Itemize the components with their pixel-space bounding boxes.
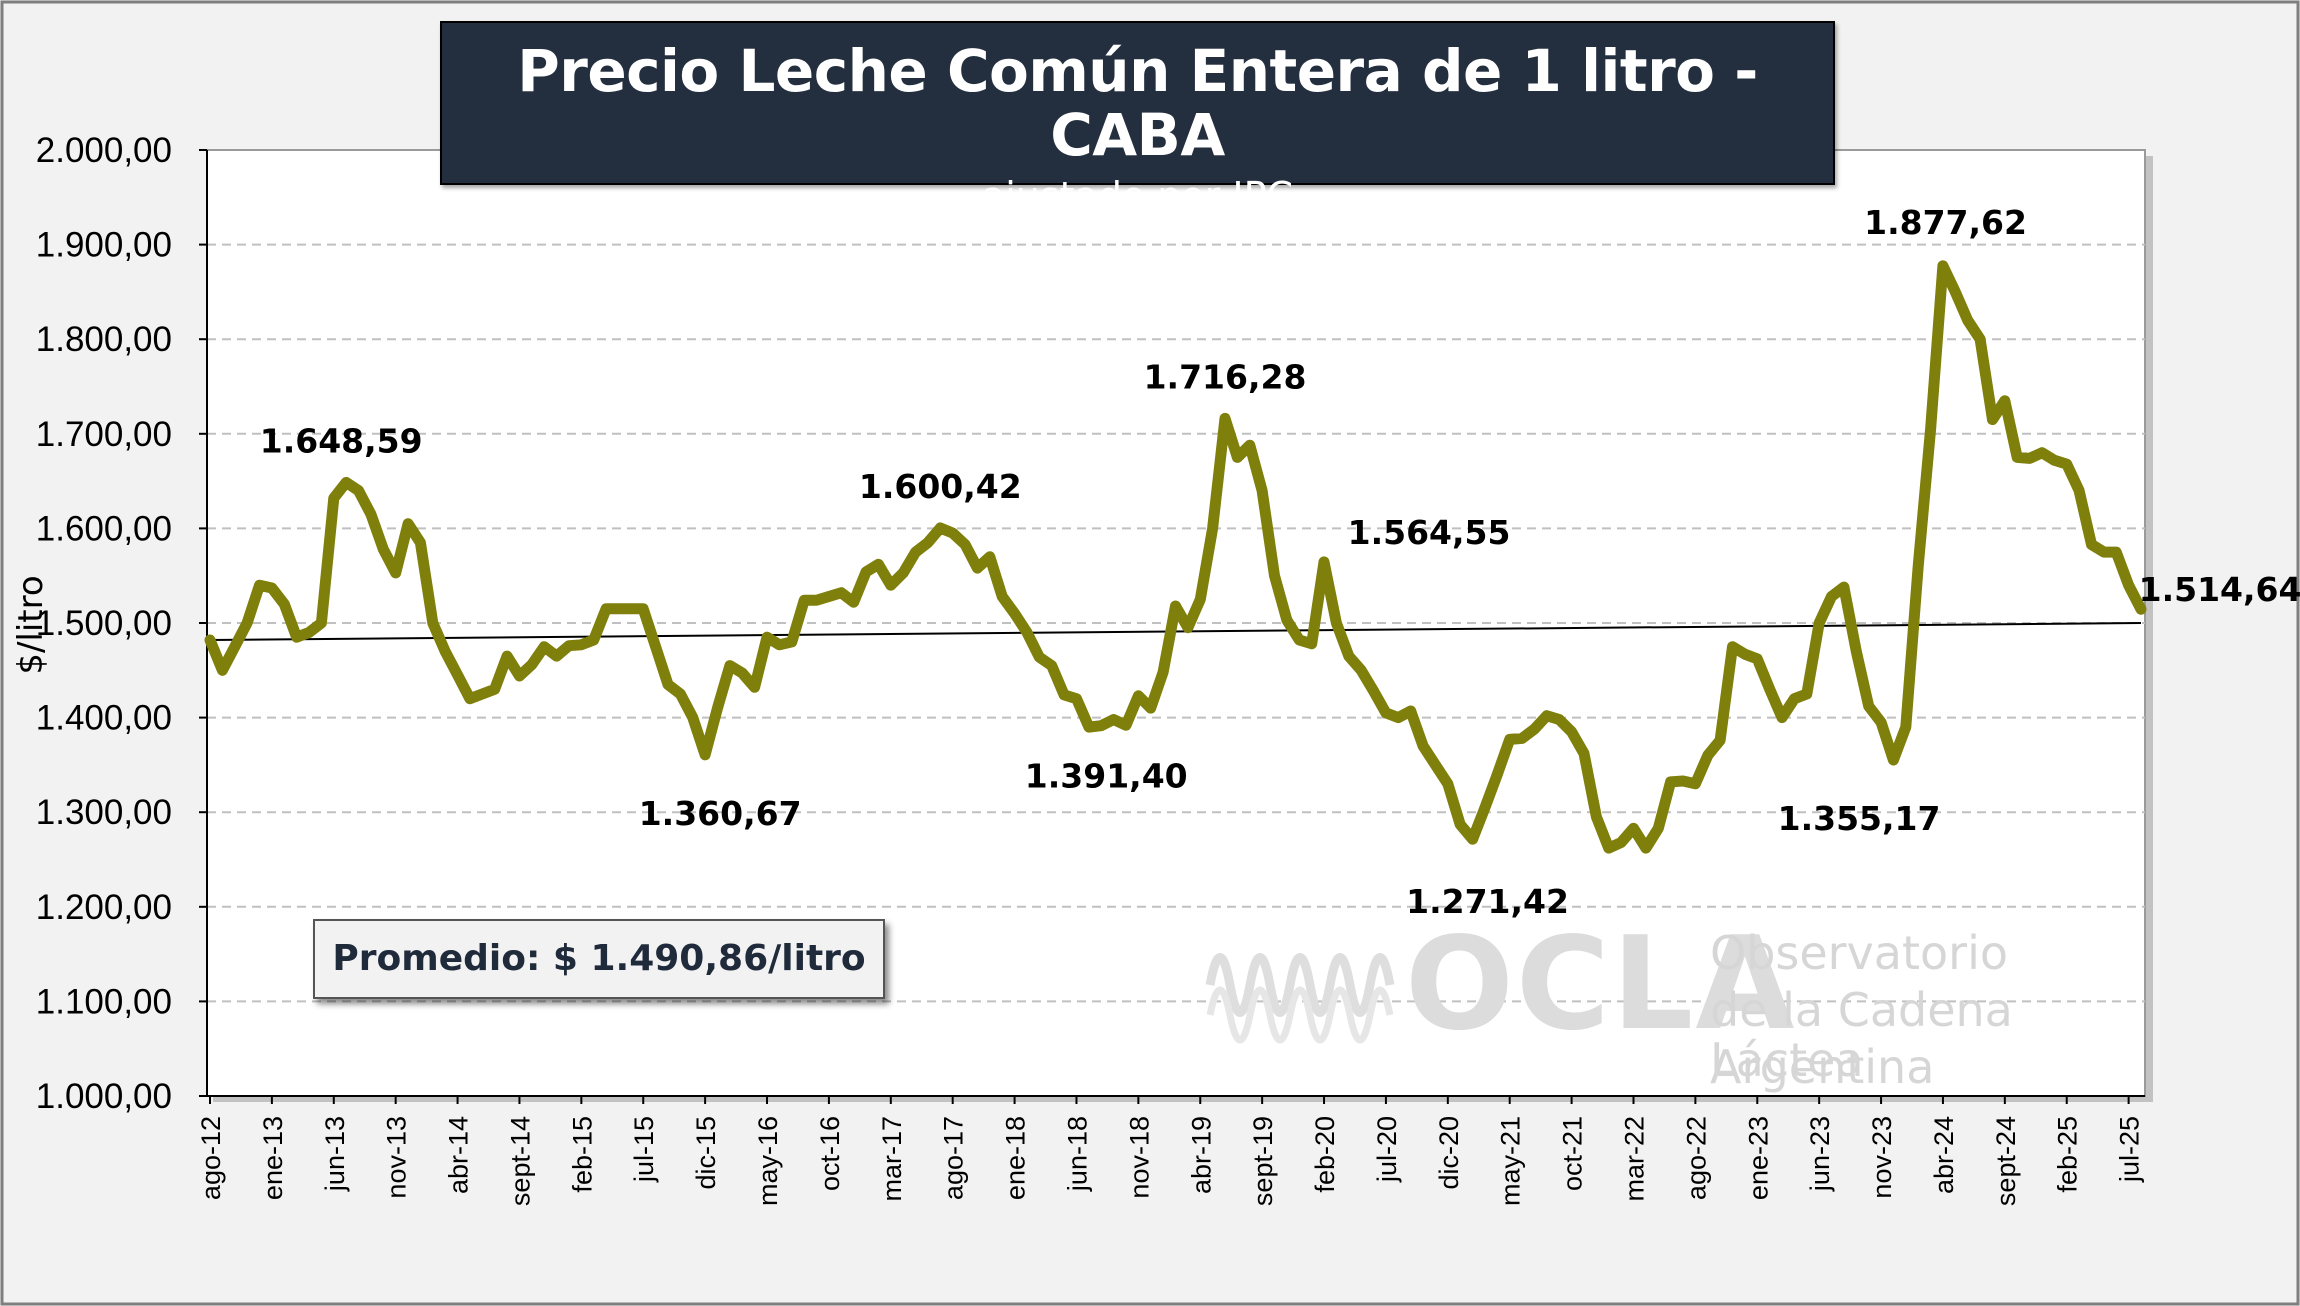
- x-tick-label: feb-20: [1310, 1116, 1340, 1193]
- x-tick-label: jul-20: [1372, 1116, 1402, 1183]
- data-label: 1.564,55: [1348, 513, 1511, 552]
- x-tick-label: mar-22: [1619, 1116, 1649, 1202]
- data-label: 1.271,42: [1406, 882, 1569, 921]
- y-tick-label: 1.800,00: [36, 320, 172, 359]
- y-tick-label: 1.400,00: [36, 699, 172, 738]
- x-tick-label: feb-25: [2053, 1116, 2083, 1193]
- y-tick-label: 1.100,00: [36, 982, 172, 1021]
- x-tick-label: oct-21: [1558, 1116, 1588, 1191]
- title-box: Precio Leche Común Entera de 1 litro - C…: [440, 21, 1835, 218]
- data-label: 1.877,62: [1864, 203, 2027, 242]
- x-tick-label: nov-18: [1124, 1116, 1154, 1199]
- y-axis: 1.000,00 1.100,00 1.200,00 1.300,00 1.400,00…: [36, 131, 208, 1116]
- watermark-line-2: de la Cadena Láctea: [1710, 983, 2013, 1087]
- ocla-watermark: OCLA Observatorio de la Cadena Láctea Ar…: [1205, 915, 2125, 1095]
- x-tick-label: feb-15: [567, 1116, 597, 1193]
- watermark-line-1: Observatorio: [1710, 926, 2009, 980]
- annotations: 1.648,59 1.360,67 1.600,42 1.391,40 1.716,28…: [260, 203, 2300, 921]
- y-tick-label: 1.900,00: [36, 226, 172, 265]
- y-tick-label: 1.300,00: [36, 793, 172, 832]
- y-tick-label: 2.000,00: [36, 131, 172, 170]
- x-tick-label: sept-14: [505, 1116, 535, 1206]
- x-tick-label: abr-14: [444, 1116, 474, 1194]
- x-tick-label: ene-18: [1001, 1116, 1031, 1200]
- data-label: 1.648,59: [260, 421, 423, 460]
- y-tick-label: 1.600,00: [36, 509, 172, 548]
- data-label: 1.355,17: [1778, 799, 1941, 838]
- x-tick-label: ago-17: [939, 1116, 969, 1200]
- y-tick-label: 1.000,00: [36, 1077, 172, 1116]
- x-tick-label: nov-13: [382, 1116, 412, 1199]
- watermark-brand: OCLA: [1405, 910, 1797, 1059]
- series-line: [204, 260, 2147, 854]
- x-tick-label: jun-18: [1062, 1116, 1092, 1192]
- chart-title: Precio Leche Común Entera de 1 litro - C…: [517, 37, 1758, 169]
- y-axis-label: $/litro: [11, 575, 51, 674]
- data-label: 1.600,42: [859, 467, 1022, 506]
- data-label: 1.514,64: [2139, 570, 2300, 609]
- watermark-line-3: Argentina: [1710, 1040, 1935, 1094]
- x-tick-label: dic-15: [691, 1116, 721, 1190]
- average-box: Promedio: $ 1.490,86/litro: [313, 919, 885, 999]
- x-tick-label: jun-13: [320, 1116, 350, 1192]
- ocla-logo-icon: [1205, 953, 1395, 1044]
- x-tick-label: mar-17: [877, 1116, 907, 1202]
- x-tick-label: sept-19: [1248, 1116, 1278, 1206]
- x-tick-label: ago-22: [1681, 1116, 1711, 1200]
- y-tick-label: 1.700,00: [36, 415, 172, 454]
- average-label: Promedio: $ 1.490,86/litro: [332, 938, 866, 979]
- x-tick-label: sept-24: [1991, 1116, 2021, 1206]
- x-tick-label: ene-23: [1743, 1116, 1773, 1200]
- x-tick-label: ago-12: [196, 1116, 226, 1200]
- x-tick-label: abr-19: [1186, 1116, 1216, 1194]
- x-tick-label: jun-23: [1805, 1116, 1835, 1192]
- x-tick-label: nov-23: [1867, 1116, 1897, 1199]
- y-tick-label: 1.200,00: [36, 888, 172, 927]
- x-tick-label: may-21: [1496, 1116, 1526, 1206]
- x-tick-label: dic-20: [1434, 1116, 1464, 1190]
- y-tick-label: 1.500,00: [36, 604, 172, 643]
- data-label: 1.391,40: [1025, 757, 1188, 796]
- x-axis: ago-12 ene-13 jun-13 nov-13 abr-14 sept-14 feb…: [196, 1095, 2145, 1206]
- x-tick-label: ene-13: [258, 1116, 288, 1200]
- x-tick-label: may-16: [753, 1116, 783, 1206]
- x-tick-label: jul-15: [629, 1116, 659, 1183]
- series-group: [204, 260, 2147, 854]
- data-label: 1.360,67: [639, 794, 802, 833]
- data-label: 1.716,28: [1144, 357, 1307, 396]
- chart-subtitle: - ajustado por IPC -: [956, 174, 1319, 218]
- x-tick-label: jul-25: [2115, 1116, 2145, 1183]
- x-tick-label: abr-24: [1929, 1116, 1959, 1194]
- x-tick-label: oct-16: [815, 1116, 845, 1191]
